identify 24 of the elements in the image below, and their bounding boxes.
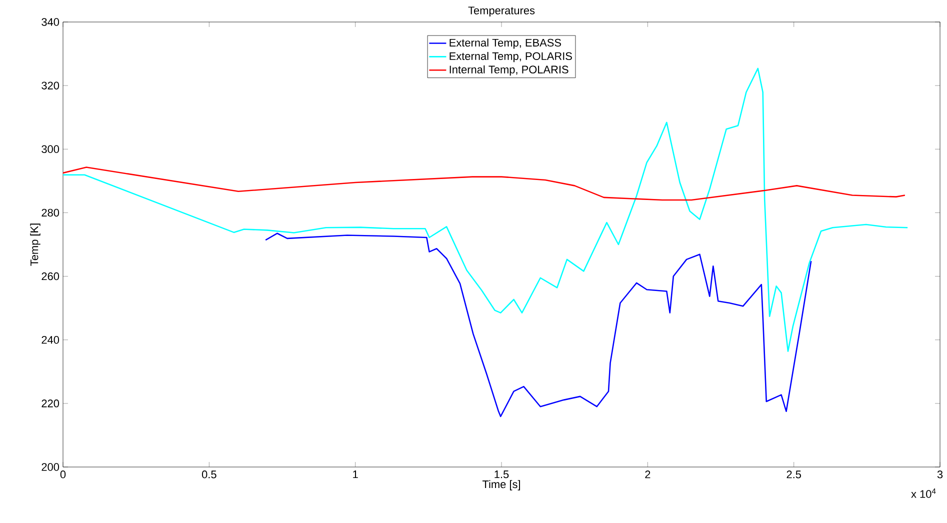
x-tick-label: 2: [645, 470, 650, 478]
x-tick-label: 1.5: [494, 470, 509, 478]
legend-label: Internal Temp, POLARIS: [450, 65, 568, 76]
legend-label: External Temp, EBASS: [450, 38, 561, 49]
y-tick-label: 200: [42, 463, 60, 471]
line-series: [264, 232, 812, 418]
legend-label: External Temp, POLARIS: [450, 52, 572, 62]
y-tick-label: 320: [42, 82, 60, 90]
y-tick-label: 220: [42, 400, 60, 408]
x-axis-title: Time [s]: [482, 480, 520, 490]
chart-title: Temperatures: [468, 6, 535, 16]
x-tick-label: 3: [937, 470, 943, 478]
y-tick-label: 340: [42, 18, 60, 26]
y-tick-label: 260: [42, 272, 60, 280]
x-tick-label: 2.5: [786, 470, 801, 478]
y-tick-label: 280: [42, 208, 60, 217]
x-tick-label: 0.5: [202, 470, 216, 478]
x-tick-label: 0: [60, 470, 66, 478]
y-axis-title: Temp [K]: [30, 224, 40, 266]
text: x 10$^{4}$: [911, 488, 936, 498]
y-tick-label: 240: [42, 336, 60, 344]
y-tick-label: 300: [42, 145, 60, 154]
line-series: [63, 166, 906, 201]
x-tick-label: 1: [353, 470, 358, 478]
